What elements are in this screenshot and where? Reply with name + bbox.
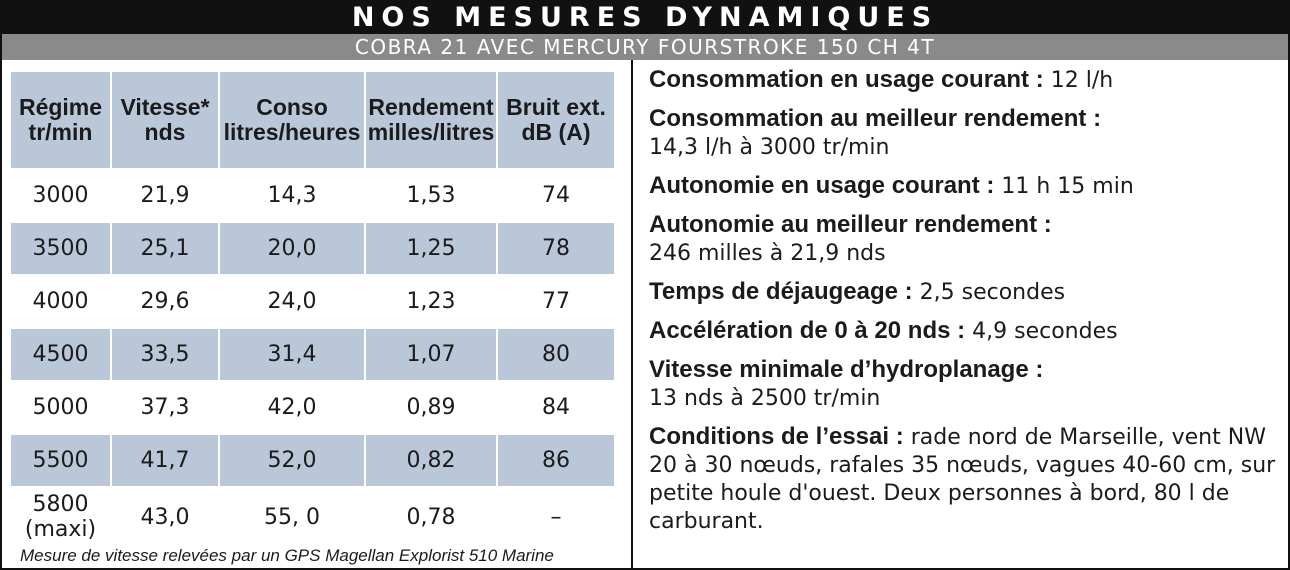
table-cell: 5800 (maxi) bbox=[11, 487, 112, 548]
stat-item: Conditions de l’essai : rade nord de Mar… bbox=[649, 423, 1276, 536]
table-row: 5800 (maxi) 43,0 55, 0 0,78 – bbox=[11, 487, 616, 548]
stat-label: Conditions de l’essai : bbox=[649, 423, 904, 450]
page-subtitle: COBRA 21 AVEC MERCURY FOURSTROKE 150 CH … bbox=[0, 34, 1290, 60]
table-cell: 77 bbox=[497, 275, 616, 329]
table-row: 5000 37,3 42,0 0,89 84 bbox=[11, 381, 616, 435]
stat-value: 11 h 15 min bbox=[1001, 174, 1134, 199]
table-cell: 5500 bbox=[11, 434, 112, 488]
stat-value: 12 l/h bbox=[1050, 68, 1114, 93]
column-header-rendement: Rendement milles/litres bbox=[365, 72, 498, 170]
table-cell: 1,53 bbox=[365, 169, 498, 223]
stat-item: Autonomie au meilleur rendement : 246 mi… bbox=[649, 211, 1276, 268]
column-header-bruit: Bruit ext. dB (A) bbox=[497, 72, 616, 170]
table-row: 4000 29,6 24,0 1,23 77 bbox=[11, 275, 616, 329]
column-header-regime: Régime tr/min bbox=[11, 72, 112, 170]
table-cell: 33,5 bbox=[111, 328, 220, 382]
table-cell: 0,89 bbox=[365, 381, 498, 435]
stat-label: Temps de déjaugeage : bbox=[649, 278, 913, 305]
table-header-row: Régime tr/min Vitesse* nds Conso litres/… bbox=[11, 72, 616, 170]
table-cell: 86 bbox=[497, 434, 616, 488]
table-cell: 43,0 bbox=[111, 487, 220, 548]
table-cell: 78 bbox=[497, 222, 616, 276]
stat-label: Consommation en usage courant : bbox=[649, 66, 1044, 93]
stat-value: 4,9 secondes bbox=[972, 319, 1118, 344]
table-cell: 3500 bbox=[11, 222, 112, 276]
table-cell: 1,25 bbox=[365, 222, 498, 276]
table-footnote: Mesure de vitesse relevées par un GPS Ma… bbox=[20, 546, 554, 565]
table-row: 3000 21,9 14,3 1,53 74 bbox=[11, 169, 616, 223]
table-cell: 3000 bbox=[11, 169, 112, 223]
table-cell: 0,78 bbox=[365, 487, 498, 548]
table-cell: 55, 0 bbox=[219, 487, 366, 548]
page-title: NOS MESURES DYNAMIQUES bbox=[0, 0, 1290, 34]
table-cell: 0,82 bbox=[365, 434, 498, 488]
column-header-conso: Conso litres/heures bbox=[219, 72, 366, 170]
stat-value: 13 nds à 2500 tr/min bbox=[649, 386, 881, 411]
table-cell: 14,3 bbox=[219, 169, 366, 223]
table-cell: 29,6 bbox=[111, 275, 220, 329]
column-header-vitesse: Vitesse* nds bbox=[111, 72, 220, 170]
stat-value: rade nord de Marseille, vent NW 20 à 30 … bbox=[649, 425, 1276, 534]
table-cell: 74 bbox=[497, 169, 616, 223]
table-cell: 84 bbox=[497, 381, 616, 435]
table-cell: 1,07 bbox=[365, 328, 498, 382]
stat-value: 246 milles à 21,9 nds bbox=[649, 241, 886, 266]
stat-label: Vitesse minimale d’hydroplanage : bbox=[649, 356, 1044, 383]
table-cell: 42,0 bbox=[219, 381, 366, 435]
table-cell: 31,4 bbox=[219, 328, 366, 382]
stat-item: Consommation au meilleur rendement : 14,… bbox=[649, 105, 1276, 162]
table-row: 5500 41,7 52,0 0,82 86 bbox=[11, 434, 616, 488]
stat-item: Consommation en usage courant : 12 l/h bbox=[649, 66, 1276, 95]
summary-panel: Consommation en usage courant : 12 l/h Co… bbox=[633, 60, 1288, 568]
measures-table: Régime tr/min Vitesse* nds Conso litres/… bbox=[11, 72, 616, 548]
stat-item: Temps de déjaugeage : 2,5 secondes bbox=[649, 278, 1276, 307]
table-cell: 52,0 bbox=[219, 434, 366, 488]
measures-panel: Régime tr/min Vitesse* nds Conso litres/… bbox=[2, 60, 632, 568]
stat-label: Accélération de 0 à 20 nds : bbox=[649, 317, 966, 344]
stat-value: 14,3 l/h à 3000 tr/min bbox=[649, 135, 890, 160]
stat-item: Accélération de 0 à 20 nds : 4,9 seconde… bbox=[649, 317, 1276, 346]
stat-label: Autonomie au meilleur rendement : bbox=[649, 211, 1052, 238]
stat-value: 2,5 secondes bbox=[919, 280, 1066, 305]
table-cell: 24,0 bbox=[219, 275, 366, 329]
table-cell: 4500 bbox=[11, 328, 112, 382]
stat-label: Consommation au meilleur rendement : bbox=[649, 105, 1102, 132]
table-cell: 1,23 bbox=[365, 275, 498, 329]
stat-item: Vitesse minimale d’hydroplanage : 13 nds… bbox=[649, 356, 1276, 413]
table-cell: 4000 bbox=[11, 275, 112, 329]
table-row: 4500 33,5 31,4 1,07 80 bbox=[11, 328, 616, 382]
table-cell: – bbox=[497, 487, 616, 548]
table-cell: 25,1 bbox=[111, 222, 220, 276]
column-divider bbox=[631, 60, 633, 568]
table-row: 3500 25,1 20,0 1,25 78 bbox=[11, 222, 616, 276]
table-cell: 80 bbox=[497, 328, 616, 382]
stat-item: Autonomie en usage courant : 11 h 15 min bbox=[649, 172, 1276, 201]
table-cell: 21,9 bbox=[111, 169, 220, 223]
table-cell: 20,0 bbox=[219, 222, 366, 276]
stat-label: Autonomie en usage courant : bbox=[649, 172, 995, 199]
table-cell: 41,7 bbox=[111, 434, 220, 488]
table-cell: 37,3 bbox=[111, 381, 220, 435]
table-cell: 5000 bbox=[11, 381, 112, 435]
